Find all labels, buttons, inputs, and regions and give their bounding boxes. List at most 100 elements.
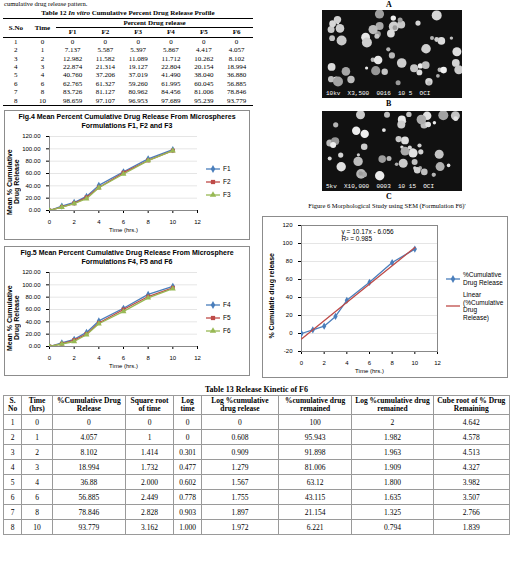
html-text:%cumulative drug remained: %cumulative drug remained <box>285 396 346 413</box>
html-text:4.578: 4.578 <box>462 432 480 442</box>
html-text:Fig.5 Mean Percent Cumulative: Fig.5 Mean Percent Cumulative Drug Relea… <box>20 249 234 265</box>
svg-text:60.00: 60.00 <box>25 306 41 312</box>
svg-text:100: 100 <box>282 240 293 246</box>
svg-text:12: 12 <box>194 219 201 225</box>
svg-text:8: 8 <box>390 360 394 366</box>
svg-text:0: 0 <box>48 355 52 361</box>
html-text:1.800: 1.800 <box>384 477 401 487</box>
svg-text:2: 2 <box>72 219 76 225</box>
svg-text:6: 6 <box>122 219 126 225</box>
html-text:0.909: 0.909 <box>231 447 249 457</box>
html-text:8.102: 8.102 <box>80 447 98 457</box>
html-text:1.414: 1.414 <box>141 447 158 457</box>
svg-text:0.00: 0.00 <box>29 207 41 213</box>
html-text:Linear (%Cumulative Drug Relea: Linear (%Cumulative Drug Release) <box>463 291 504 321</box>
html-text:Square root of time: Square root of time <box>130 396 169 413</box>
svg-text:20.00: 20.00 <box>25 195 41 201</box>
html-text:1.635: 1.635 <box>384 492 401 502</box>
svg-text:12: 12 <box>194 355 201 361</box>
html-text:1.982: 1.982 <box>384 432 401 442</box>
svg-text:60.00: 60.00 <box>25 170 41 176</box>
svg-text:20: 20 <box>286 312 293 318</box>
html-text:18.994: 18.994 <box>78 462 100 472</box>
html-text:91.898: 91.898 <box>304 447 326 457</box>
html-text:4.642: 4.642 <box>462 417 480 427</box>
svg-text:0: 0 <box>300 360 304 366</box>
html-text:56.885: 56.885 <box>78 492 100 502</box>
svg-text:80.00: 80.00 <box>25 158 41 164</box>
html-text:36.88: 36.88 <box>80 477 98 487</box>
svg-text:120.00: 120.00 <box>22 133 41 139</box>
html-text:3.982: 3.982 <box>462 477 480 487</box>
html-text:1.963: 1.963 <box>384 447 401 457</box>
html-text:2.449: 2.449 <box>141 492 158 502</box>
svg-text:8: 8 <box>146 219 150 225</box>
svg-text:Time (hrs.): Time (hrs.) <box>355 368 384 374</box>
html-text:Fig.4 Mean Percent Cumulative: Fig.4 Mean Percent Cumulative Drug Relea… <box>18 113 236 129</box>
html-text:0.778: 0.778 <box>179 492 196 502</box>
html-text:3.507: 3.507 <box>462 492 480 502</box>
html-text:Mean % Cumulative Drug Release: Mean % Cumulative Drug Release <box>6 149 20 215</box>
html-text:4.057: 4.057 <box>80 432 98 442</box>
html-text:81.006: 81.006 <box>304 462 326 472</box>
svg-text:10kv X3,500 0016 10 5 OCI: 10kv X3,500 0016 10 5 OCI <box>326 90 430 97</box>
svg-text:4: 4 <box>97 355 101 361</box>
html-text:1.732: 1.732 <box>141 462 158 472</box>
svg-text:Time (hrs.): Time (hrs.) <box>109 363 138 369</box>
svg-text:8: 8 <box>146 355 150 361</box>
html-text:100: 100 <box>309 417 321 427</box>
html-text:Log %cumulative drug remained: Log %cumulative drug remained <box>355 396 430 413</box>
svg-text:0: 0 <box>48 219 52 225</box>
svg-text:80: 80 <box>286 258 293 264</box>
html-text:4.513: 4.513 <box>462 447 480 457</box>
svg-text:10: 10 <box>411 360 418 366</box>
svg-text:6: 6 <box>122 355 126 361</box>
html-text:Log %cumulative drug release: Log %cumulative drug release <box>211 396 269 413</box>
html-text:0.301: 0.301 <box>179 447 196 457</box>
svg-text:12: 12 <box>434 360 441 366</box>
svg-text:5kv X10,000 0003 10 15 OCI: 5kv X10,000 0003 10 15 OCI <box>326 183 434 190</box>
svg-text:0.00: 0.00 <box>29 343 41 349</box>
html-text:Log time: Log time <box>180 396 195 413</box>
html-text:4.327: 4.327 <box>462 462 480 472</box>
html-text:1.279: 1.279 <box>231 462 249 472</box>
html-text:0.602: 0.602 <box>179 477 196 487</box>
html-text:1.567: 1.567 <box>231 477 249 487</box>
html-text:%Cumulative Drug Release: %Cumulative Drug Release <box>57 396 121 413</box>
svg-text:60: 60 <box>286 276 293 282</box>
html-text:0.608: 0.608 <box>231 432 249 442</box>
html-text:%Cumulative Drug Release: %Cumulative Drug Release <box>463 271 503 286</box>
html-text:Cube root of % Drug Remaining: Cube root of % Drug Remaining <box>437 396 506 413</box>
svg-text:40.00: 40.00 <box>25 319 41 325</box>
svg-text:80.00: 80.00 <box>25 294 41 300</box>
html-text:1.909: 1.909 <box>384 462 401 472</box>
svg-text:6: 6 <box>368 360 372 366</box>
html-text:Time (hrs): Time (hrs) <box>28 396 46 413</box>
html-text:0.477: 0.477 <box>179 462 196 472</box>
html-text:43.115: 43.115 <box>304 492 326 502</box>
svg-text:40.00: 40.00 <box>25 183 41 189</box>
svg-text:120.00: 120.00 <box>22 269 41 275</box>
svg-text:2: 2 <box>72 355 76 361</box>
html-text:Mean % Cumulative Drug Release: Mean % Cumulative Drug Release <box>6 285 20 351</box>
html-text:S. No: S. No <box>8 396 18 413</box>
html-text:95.943: 95.943 <box>304 432 326 442</box>
svg-text:4: 4 <box>97 219 101 225</box>
svg-text:20.00: 20.00 <box>25 331 41 337</box>
svg-text:10: 10 <box>169 219 176 225</box>
svg-text:Time (hrs.): Time (hrs.) <box>109 227 138 233</box>
svg-text:10: 10 <box>169 355 176 361</box>
html-text:1.755: 1.755 <box>231 492 249 502</box>
svg-text:100.00: 100.00 <box>22 146 41 152</box>
svg-text:2: 2 <box>322 360 326 366</box>
svg-text:120: 120 <box>282 222 293 228</box>
svg-text:4: 4 <box>345 360 349 366</box>
svg-text:40: 40 <box>286 294 293 300</box>
svg-text:y = 10.17x - 6.056R² = 0.985: y = 10.17x - 6.056R² = 0.985 <box>342 228 395 242</box>
html-text:78.846: 78.846 <box>78 507 100 517</box>
svg-text:-20: -20 <box>284 348 293 354</box>
svg-text:0: 0 <box>289 330 293 336</box>
html-text:2.000: 2.000 <box>141 477 158 487</box>
svg-text:100.00: 100.00 <box>22 282 41 288</box>
html-text:63.12: 63.12 <box>306 477 324 487</box>
